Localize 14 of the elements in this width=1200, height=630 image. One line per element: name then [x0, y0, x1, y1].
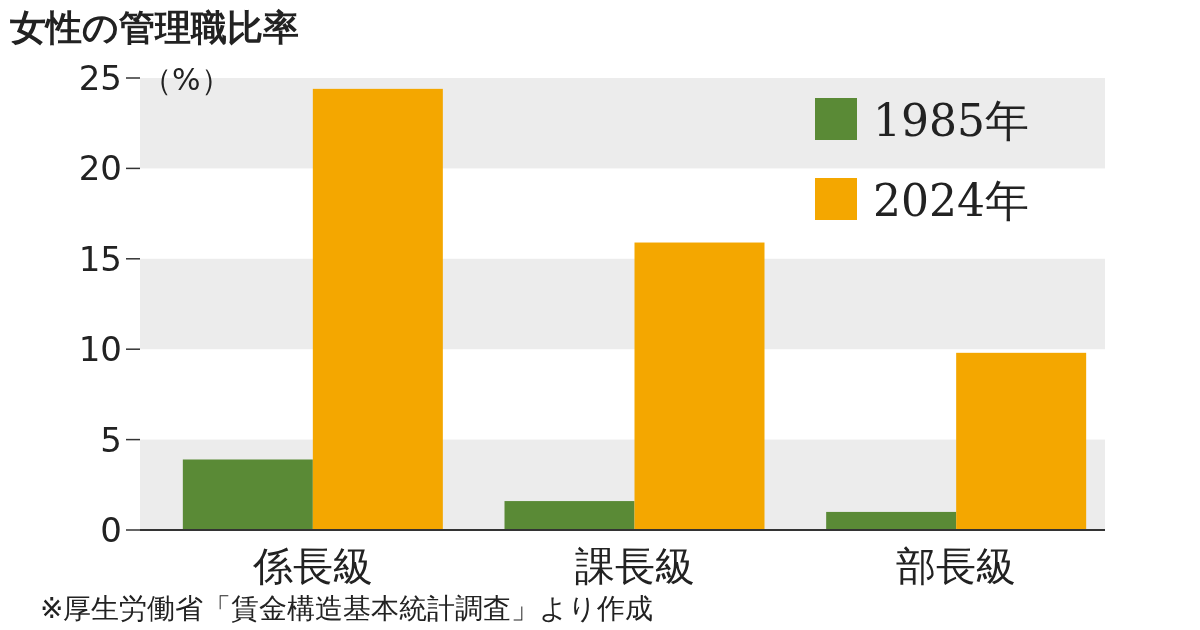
x-tick-label: 係長級	[251, 543, 373, 589]
legend-label: 2024年	[873, 175, 1029, 226]
y-tick-label: 20	[78, 148, 122, 189]
y-tick-label: 10	[78, 329, 122, 370]
chart-title: 女性の管理職比率	[10, 7, 299, 48]
y-tick-label: 25	[78, 58, 122, 98]
legend-label: 1985年	[873, 95, 1029, 146]
text: ※厚生労働省「賃金構造基本統計調査」より作成	[40, 592, 654, 625]
y-tick-label: 5	[100, 419, 122, 460]
y-tick-label: 15	[78, 238, 122, 279]
y-axis-title: （%）	[142, 62, 231, 97]
x-tick-label: 部長級	[896, 543, 1017, 589]
x-tick-label: 課長級	[574, 543, 695, 589]
y-tick-label: 0	[100, 510, 122, 550]
